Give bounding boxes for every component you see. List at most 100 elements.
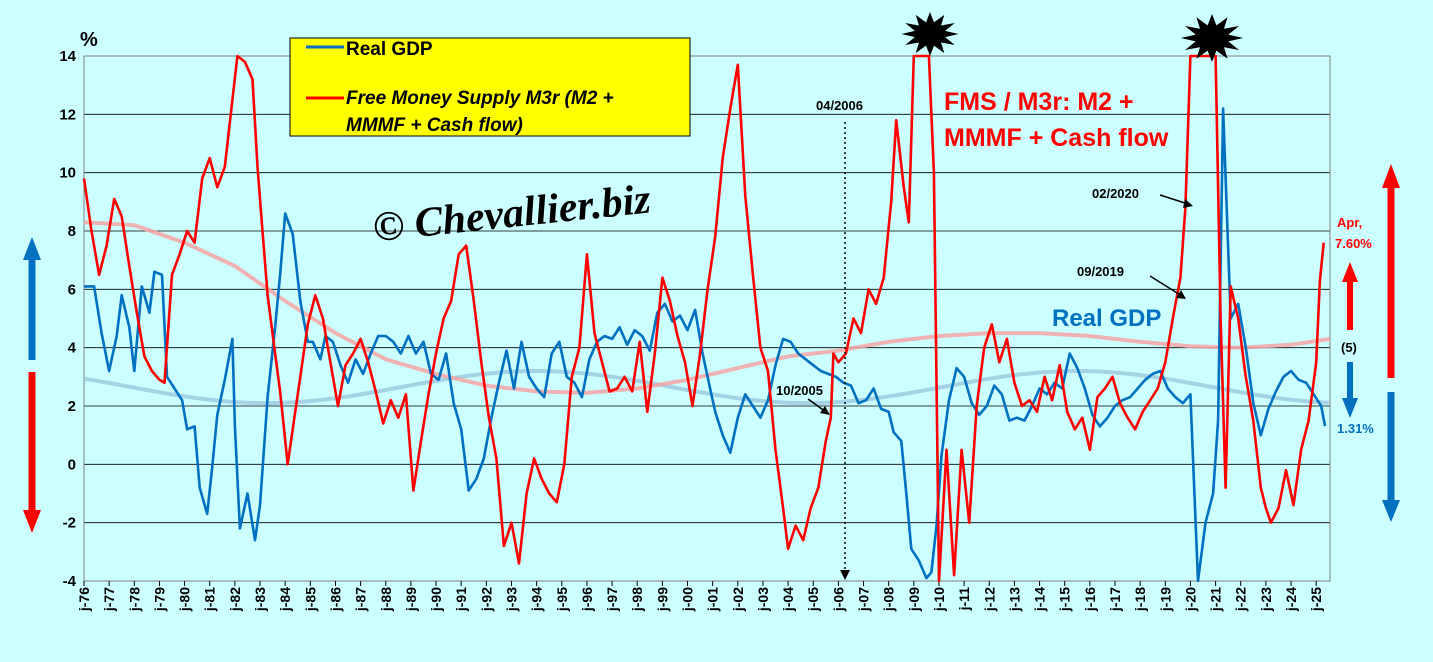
x-tick-label: j-22 [1233, 587, 1249, 612]
y-tick-label: -4 [63, 573, 77, 590]
x-tick-label: j-05 [805, 587, 821, 612]
x-tick-label: j-84 [277, 587, 293, 612]
right-gdp-down-arrow [1382, 392, 1400, 522]
x-tick-label: j-93 [503, 587, 519, 612]
starburst-2009-marker [901, 12, 959, 56]
y-tick-label: 14 [59, 48, 76, 65]
x-tick-label: j-97 [604, 587, 620, 612]
x-tick-label: j-20 [1182, 587, 1198, 612]
x-tick-label: j-98 [629, 587, 645, 612]
x-tick-label: j-17 [1107, 587, 1123, 612]
x-tick-label: j-78 [126, 587, 142, 612]
apr-label: Apr, [1337, 215, 1362, 230]
fms-title-line2: MMMF + Cash flow [944, 124, 1169, 152]
arrow-09-2019 [1149, 275, 1183, 297]
x-tick-label: j-25 [1308, 587, 1324, 612]
x-tick-label: j-87 [353, 587, 369, 612]
x-tick-label: j-82 [227, 587, 243, 612]
y-tick-label: 8 [68, 223, 76, 240]
arrow-09-2019-head [1176, 290, 1186, 299]
real-gdp-annotation: Real GDP [1052, 305, 1161, 332]
date-09-2019: 09/2019 [1077, 264, 1124, 279]
legend: Real GDP Free Money Supply M3r (M2 + MMM… [289, 37, 691, 137]
x-tick-label: j-01 [705, 587, 721, 612]
legend-box [289, 37, 691, 137]
y-tick-label: 10 [59, 165, 76, 182]
y-tick-label: -2 [63, 515, 76, 532]
x-tick-label: j-85 [302, 587, 318, 612]
x-tick-label: j-12 [981, 587, 997, 612]
series-lines [82, 54, 1327, 583]
x-tick-label: j-14 [1032, 587, 1048, 612]
marker-04-2006-arrowhead [840, 570, 850, 580]
x-tick-label: j-95 [554, 587, 570, 612]
x-tick-label: j-76 [76, 587, 92, 612]
x-tick-label: j-92 [478, 587, 494, 612]
x-tick-label: j-90 [428, 587, 444, 612]
legend-label-real-gdp: Real GDP [346, 39, 433, 60]
x-tick-label: j-16 [1082, 587, 1098, 612]
x-tick-label: j-86 [327, 587, 343, 612]
x-tick-label: j-18 [1132, 587, 1148, 612]
fms-title-line1: FMS / M3r: M2 + [944, 88, 1134, 116]
x-tick-label: j-89 [403, 587, 419, 612]
date-02-2020: 02/2020 [1092, 186, 1139, 201]
arrow-02-2020-head [1183, 199, 1193, 208]
x-tick-label: j-96 [579, 587, 595, 612]
x-tick-label: j-23 [1258, 587, 1274, 612]
small-fms-up-arrow [1342, 262, 1358, 330]
plot-frame [83, 55, 1331, 582]
x-tick-label: j-19 [1157, 587, 1173, 612]
starburst-2020-marker [1180, 14, 1244, 62]
y-tick-label: 12 [59, 106, 76, 123]
y-tick-label: 4 [68, 340, 77, 357]
small-gdp-down-arrow [1342, 362, 1358, 418]
x-tick-label: j-77 [101, 587, 117, 612]
arrow-02-2020 [1159, 194, 1189, 205]
x-tick-label: j-13 [1006, 587, 1022, 612]
x-tick-label: j-07 [856, 587, 872, 612]
x-tick-label: j-10 [931, 587, 947, 612]
left-gdp-arrow [23, 237, 41, 360]
y-tick-label: 0 [68, 456, 76, 473]
series-line-smoothed [83, 220, 1331, 395]
x-tick-label: j-09 [906, 587, 922, 612]
y-tick-label: 6 [68, 281, 76, 298]
gdp-last-value: 1.31% [1337, 421, 1374, 436]
x-tick-label: j-21 [1208, 587, 1224, 612]
date-04-2006: 04/2006 [816, 98, 863, 113]
left-fms-arrow [23, 372, 41, 533]
x-tick-label: j-03 [755, 587, 771, 612]
y-axis-ticks: -4 -2 0 2 4 6 8 10 12 14 [59, 48, 76, 590]
date-10-2005: 10/2005 [776, 383, 823, 398]
x-tick-label: j-81 [202, 587, 218, 612]
x-tick-label: j-24 [1283, 587, 1299, 612]
series-line [84, 107, 1327, 583]
x-tick-label: j-79 [151, 587, 167, 612]
x-tick-label: j-15 [1057, 587, 1073, 612]
smoothed-cycle-lines [83, 220, 1331, 406]
x-tick-label: j-80 [177, 587, 193, 612]
x-tick-label: j-06 [830, 587, 846, 612]
x-tick-label: j-02 [730, 587, 746, 612]
series-line [82, 54, 1325, 583]
x-tick-label: j-88 [378, 587, 394, 612]
x-tick-label: j-04 [780, 587, 796, 612]
watermark: © Chevallier.biz [371, 176, 654, 251]
arrow-10-2005-head [820, 406, 830, 415]
x-axis-ticks: j-76 j-77 j-78 j-79 j-80 j-81 j-82 j-83 j-84 j-85… [76, 581, 1324, 612]
fms-last-value: 7.60% [1335, 236, 1372, 251]
right-fms-up-arrow [1382, 164, 1400, 378]
x-tick-label: j-94 [529, 587, 545, 612]
x-tick-label: j-11 [956, 587, 972, 612]
x-tick-label: j-83 [252, 587, 268, 612]
series-line-smoothed [83, 369, 1329, 406]
y-tick-label: 2 [68, 398, 76, 415]
x-tick-label: j-99 [654, 587, 670, 612]
x-tick-label: j-91 [453, 587, 469, 612]
legend-label-fms: Free Money Supply M3r (M2 + MMMF + Cash … [346, 88, 619, 136]
y-axis-label: % [80, 29, 98, 51]
x-tick-label: j-08 [881, 587, 897, 612]
